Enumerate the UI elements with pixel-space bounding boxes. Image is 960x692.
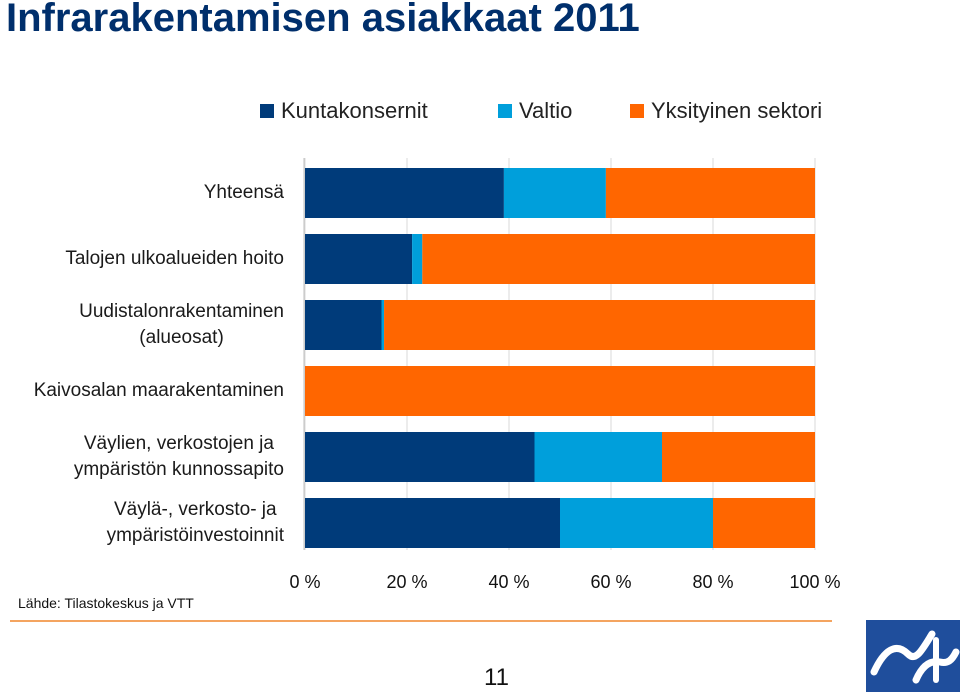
x-tick-label: 100 % bbox=[789, 572, 840, 592]
category-label: Väylä-, verkosto- ja ympäristöinvestoinni… bbox=[107, 497, 284, 549]
category-label-line: Talojen ulkoalueiden hoito bbox=[65, 248, 284, 269]
x-tick-label: 40 % bbox=[488, 572, 529, 592]
bar-yksityinen-sektori-2 bbox=[422, 234, 815, 284]
bar-kuntakonsernit-1 bbox=[305, 168, 504, 218]
bar-yksityinen-sektori-5 bbox=[662, 432, 815, 482]
category-label: Väylien, verkostojen ja ympäristön kunnos… bbox=[74, 431, 284, 483]
category-label-line: ympäristöinvestoinnit bbox=[106, 525, 284, 546]
category-label: Uudistalonrakentaminen (alueosat) bbox=[79, 299, 284, 351]
page-title: Infrarakentamisen asiakkaat 2011 bbox=[6, 0, 640, 40]
bar-yksityinen-sektori-6 bbox=[713, 498, 815, 548]
x-tick-label: 20 % bbox=[386, 572, 427, 592]
legend-label-kuntakonsernit: Kuntakonsernit bbox=[281, 98, 428, 123]
category-label-line: Väylä-, verkosto- ja bbox=[113, 499, 277, 520]
legend-swatch-yksityinen-sektori bbox=[630, 104, 644, 118]
bar-valtio-3 bbox=[381, 300, 385, 350]
category-label-line: Väylien, verkostojen ja bbox=[83, 433, 274, 454]
page-number: 11 bbox=[484, 664, 509, 691]
bar-kuntakonsernit-2 bbox=[305, 234, 413, 284]
bar-kuntakonsernit-6 bbox=[305, 498, 560, 548]
legend-item-valtio: Valtio bbox=[498, 98, 572, 124]
legend-label-yksityinen-sektori: Yksityinen sektori bbox=[651, 98, 823, 123]
category-label-line: Yhteensä bbox=[203, 182, 284, 203]
category-label-line: Uudistalonrakentaminen bbox=[79, 301, 284, 322]
x-tick-label: 0 % bbox=[289, 572, 320, 592]
legend-item-yksityinen-sektori: Yksityinen sektori bbox=[630, 98, 822, 124]
bar-kuntakonsernit-3 bbox=[305, 300, 382, 350]
category-label-line: Kaivosalan maarakentaminen bbox=[33, 380, 284, 401]
legend-swatch-kuntakonsernit bbox=[260, 104, 274, 118]
category-label: Talojen ulkoalueiden hoito bbox=[65, 246, 284, 272]
bar-yksityinen-sektori-1 bbox=[605, 168, 815, 218]
x-tick-label: 80 % bbox=[692, 572, 733, 592]
bar-yksityinen-sektori-4 bbox=[305, 366, 815, 416]
source-note: Lähde: Tilastokeskus ja VTT bbox=[18, 595, 194, 611]
vtt-logo-icon bbox=[866, 620, 960, 692]
category-label-line: (alueosat) bbox=[139, 327, 224, 348]
category-label: Kaivosalan maarakentaminen bbox=[34, 378, 284, 404]
category-label: Yhteensä bbox=[204, 180, 284, 206]
bar-kuntakonsernit-5 bbox=[305, 432, 535, 482]
bar-valtio-5 bbox=[534, 432, 662, 482]
bar-valtio-1 bbox=[503, 168, 606, 218]
category-label-line: ympäristön kunnossapito bbox=[73, 459, 284, 480]
x-tick-label: 60 % bbox=[590, 572, 631, 592]
chart-legend: Kuntakonsernit Valtio Yksityinen sektori bbox=[0, 98, 960, 128]
bar-yksityinen-sektori-3 bbox=[384, 300, 815, 350]
divider-rule bbox=[10, 620, 832, 622]
bar-valtio-6 bbox=[560, 498, 713, 548]
bar-valtio-2 bbox=[412, 234, 423, 284]
legend-swatch-valtio bbox=[498, 104, 512, 118]
legend-item-kuntakonsernit: Kuntakonsernit bbox=[260, 98, 428, 124]
legend-label-valtio: Valtio bbox=[519, 98, 573, 123]
